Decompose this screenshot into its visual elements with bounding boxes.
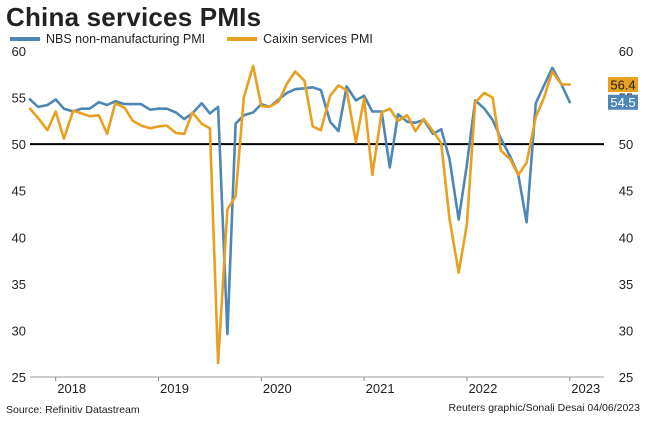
x-tick-label: 2022	[468, 381, 497, 396]
y-tick-right: 30	[619, 323, 633, 338]
x-tick-label: 2020	[263, 381, 292, 396]
end-label-nbs-bg	[608, 94, 638, 110]
y-tick-right: 40	[619, 230, 633, 245]
y-tick-right: 45	[619, 184, 633, 199]
x-tick-label: 2021	[366, 381, 395, 396]
y-tick-left: 45	[12, 184, 26, 199]
y-tick-right: 60	[619, 44, 633, 59]
source-note: Source: Refinitiv Datastream	[6, 404, 140, 416]
end-label-caixin: 56.4	[610, 78, 635, 93]
series-line-nbs	[28, 66, 572, 336]
y-tick-left: 25	[12, 370, 26, 385]
legend-item-nbs: NBS non-manufacturing PMI	[10, 32, 205, 46]
legend-swatch-nbs	[10, 37, 40, 41]
legend-label-nbs: NBS non-manufacturing PMI	[46, 32, 206, 46]
x-tick-label: 2018	[57, 381, 86, 396]
series-line-caixin	[28, 64, 572, 365]
y-tick-left: 40	[12, 230, 26, 245]
y-tick-left: 60	[12, 44, 26, 59]
end-label-caixin-bg	[608, 77, 638, 93]
y-tick-left: 35	[12, 277, 26, 292]
legend-swatch-caixin	[227, 37, 258, 41]
x-tick-label: 2023	[571, 381, 600, 396]
y-tick-left: 50	[12, 137, 26, 152]
credit-note: Reuters graphic/Sonali Desai 04/06/2023	[448, 402, 640, 414]
chart-title: China services PMIs	[6, 2, 262, 32]
end-label-nbs: 54.5	[610, 95, 635, 110]
legend: NBS non-manufacturing PMI Caixin service…	[10, 32, 373, 46]
y-tick-left: 55	[12, 91, 26, 106]
x-tick-label: 2019	[160, 381, 189, 396]
legend-label-caixin: Caixin services PMI	[263, 32, 373, 46]
y-tick-left: 30	[12, 323, 26, 338]
y-tick-right: 35	[619, 277, 633, 292]
legend-item-caixin: Caixin services PMI	[227, 32, 373, 46]
y-tick-right: 25	[619, 370, 633, 385]
y-tick-right: 50	[619, 137, 633, 152]
